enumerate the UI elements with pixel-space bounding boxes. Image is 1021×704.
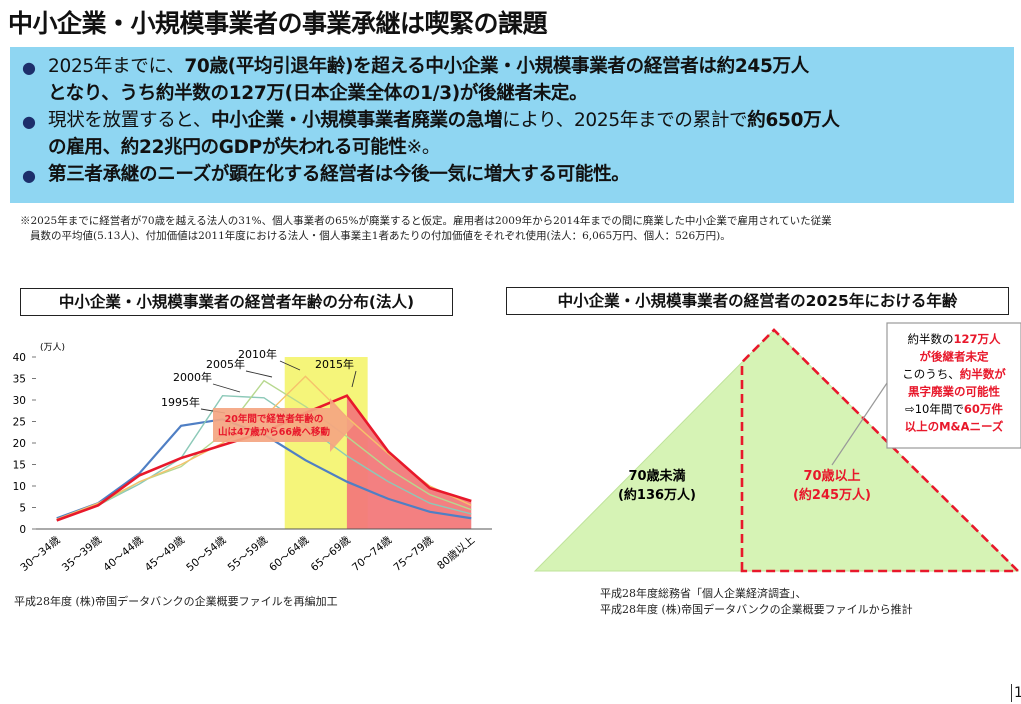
series-label: 2005年: [206, 357, 245, 371]
x-tick-label: 60～64歳: [267, 534, 312, 574]
plain-text: 2025年までに、: [48, 56, 185, 77]
bullet-line: 2025年までに、70歳(平均引退年齢)を超える中小企業・小規模事業者の経営者は…: [48, 53, 1006, 80]
plain-text: により、2025年までの累計で: [502, 110, 748, 131]
left-source: 平成28年度 (株)帝国データバンクの企業概要ファイルを再編加工: [14, 595, 338, 608]
callout-box: [886, 322, 1021, 449]
bullet-line: となり、うち約半数の127万(日本企業全体の1/3)が後継者未定。: [48, 80, 1006, 107]
age-70-plus-dashed-outline: [740, 328, 1021, 573]
callout-line: が後継者未定: [920, 350, 989, 364]
x-tick-label: 70～74歳: [350, 534, 395, 574]
y-tick-label: 40: [13, 352, 26, 364]
callout-text: 黒字廃業の可能性: [908, 385, 1000, 399]
bullet-dot-icon: ●: [22, 58, 36, 77]
bullet-text: 現状を放置すると、中小企業・小規模事業者廃業の急増により、2025年までの累計で…: [48, 107, 1006, 161]
y-tick-label: 35: [13, 374, 26, 386]
series-label-leader: [245, 370, 273, 378]
bullet-line: 現状を放置すると、中小企業・小規模事業者廃業の急増により、2025年までの累計で…: [48, 107, 1006, 134]
series-label-leader: [351, 370, 357, 388]
callout-text: 約半数の: [907, 332, 953, 346]
segment-label-70plus: 70歳以上: [803, 468, 860, 484]
x-tick-label: 80歳以上: [435, 534, 477, 572]
page-number: 1: [1011, 684, 1021, 702]
segment-value-70plus: (約245万人): [793, 487, 871, 503]
segment-label-under70: 70歳未満: [628, 468, 685, 484]
callout-text: 127万人: [953, 332, 1001, 346]
y-tick-label: 10: [13, 481, 26, 493]
right-source-line-1: 平成28年度総務省「個人企業経済調査」、: [600, 587, 807, 600]
callout-text: このうち、: [902, 367, 960, 381]
summary-box: ● 2025年までに、70歳(平均引退年齢)を超える中小企業・小規模事業者の経営者…: [10, 47, 1014, 203]
x-tick-label: 55～59歳: [226, 534, 271, 574]
callout-text: が後継者未定: [920, 350, 989, 364]
bold-text: 第三者承継のニーズが顕在化する経営者は今後一気に増大する可能性。: [48, 164, 630, 185]
callout-text: ⇨10年間で: [905, 402, 964, 416]
callout-line: ⇨10年間で60万件: [905, 402, 1003, 416]
series-label: 1995年: [161, 395, 200, 409]
y-tick-label: 25: [13, 417, 26, 429]
segment-value-under70: (約136万人): [618, 487, 696, 503]
y-tick-label: 20: [13, 438, 26, 450]
footnote-line-2: 員数の平均値(5.13人)、付加価値は2011年度における法人・個人事業主1者あ…: [30, 230, 731, 242]
plain-text: 現状を放置すると、: [48, 110, 212, 131]
summary-bullet: ● 第三者承継のニーズが顕在化する経営者は今後一気に増大する可能性。: [22, 161, 1006, 189]
x-tick-label: 45～49歳: [143, 534, 188, 574]
footnote-line-1: ※2025年までに経営者が70歳を越える法人の31%、個人事業者の65%が廃業す…: [20, 215, 832, 227]
callout-line: 以上のM&Aニーズ: [905, 420, 1004, 434]
series-label: 2015年: [315, 357, 354, 371]
migration-arrow-icon: [213, 398, 354, 452]
callout-text: 60万件: [964, 402, 1004, 416]
age-2025-triangle-chart: 70歳未満(約136万人)70歳以上(約245万人)約半数の127万人が後継者未…: [533, 322, 1021, 573]
bullet-dot-icon: ●: [22, 112, 36, 131]
summary-bullet: ● 現状を放置すると、中小企業・小規模事業者廃業の急増により、2025年までの累計…: [22, 107, 1006, 161]
bold-text: 約650万人: [747, 110, 840, 131]
bullet-text: 2025年までに、70歳(平均引退年齢)を超える中小企業・小規模事業者の経営者は…: [48, 53, 1006, 107]
bullet-dot-icon: ●: [22, 166, 36, 185]
callout-text: 以上のM&Aニーズ: [905, 420, 1004, 434]
bold-text: の雇用、約22兆円のGDPが失われる可能性: [48, 137, 407, 158]
x-tick-label: 65～69歳: [309, 534, 354, 574]
series-label: 2010年: [238, 347, 277, 361]
summary-bullet: ● 2025年までに、70歳(平均引退年齢)を超える中小企業・小規模事業者の経営者…: [22, 53, 1006, 107]
annotation-line-1: 20年間で経営者年齢の: [225, 413, 324, 425]
y-tick-label: 0: [19, 524, 26, 536]
x-tick-label: 75～79歳: [391, 534, 436, 574]
bullet-line: の雇用、約22兆円のGDPが失われる可能性※。: [48, 134, 1006, 161]
y-axis-label: (万人): [40, 342, 65, 353]
callout-line: このうち、約半数が: [902, 367, 1006, 381]
bold-text: 中小企業・小規模事業者廃業の急増: [211, 110, 503, 131]
x-tick-label: 30～34歳: [18, 534, 63, 574]
page-title: 中小企業・小規模事業者の事業承継は喫緊の課題: [8, 9, 548, 38]
y-tick-label: 5: [19, 503, 26, 515]
x-tick-label: 50～54歳: [184, 534, 229, 574]
age-distribution-chart: 0 5 10 15 20 25 30 35 40 (万人) 1995年 2000年2005年2010年…: [13, 342, 492, 574]
callout-line: 約半数の127万人: [907, 332, 1001, 346]
bullet-text: 第三者承継のニーズが顕在化する経営者は今後一気に増大する可能性。: [48, 161, 1006, 189]
right-chart-title: 中小企業・小規模事業者の経営者の2025年における年齢: [506, 287, 1009, 315]
footnote: ※2025年までに経営者が70歳を越える法人の31%、個人事業者の65%が廃業す…: [20, 214, 1012, 244]
bullet-line: 第三者承継のニーズが顕在化する経営者は今後一気に増大する可能性。: [48, 161, 1006, 188]
series-line: [56, 394, 472, 522]
right-source-line-2: 平成28年度 (株)帝国データバンクの企業概要ファイルから推計: [600, 603, 913, 616]
series-label: 2000年: [173, 370, 212, 384]
x-tick-label: 40～44歳: [101, 534, 146, 574]
left-chart-title: 中小企業・小規模事業者の経営者年齢の分布(法人): [20, 288, 453, 316]
series-label-leader: [212, 383, 241, 393]
y-tick-label: 30: [13, 395, 26, 407]
callout-text: 約半数が: [960, 367, 1006, 381]
callout-leader: [831, 382, 888, 466]
callout-line: 黒字廃業の可能性: [908, 385, 1000, 399]
bold-text: 70歳(平均引退年齢)を超える中小企業・小規模事業者の経営者は約245万人: [184, 56, 809, 77]
y-tick-label: 15: [13, 460, 26, 472]
annotation-line-2: 山は47歳から66歳へ移動: [218, 426, 330, 438]
x-tick-label: 35～39歳: [60, 534, 105, 574]
plain-text: ※。: [406, 137, 441, 158]
bold-text: となり、うち約半数の127万(日本企業全体の1/3)が後継者未定。: [48, 83, 588, 104]
series-label-leader: [279, 360, 301, 371]
